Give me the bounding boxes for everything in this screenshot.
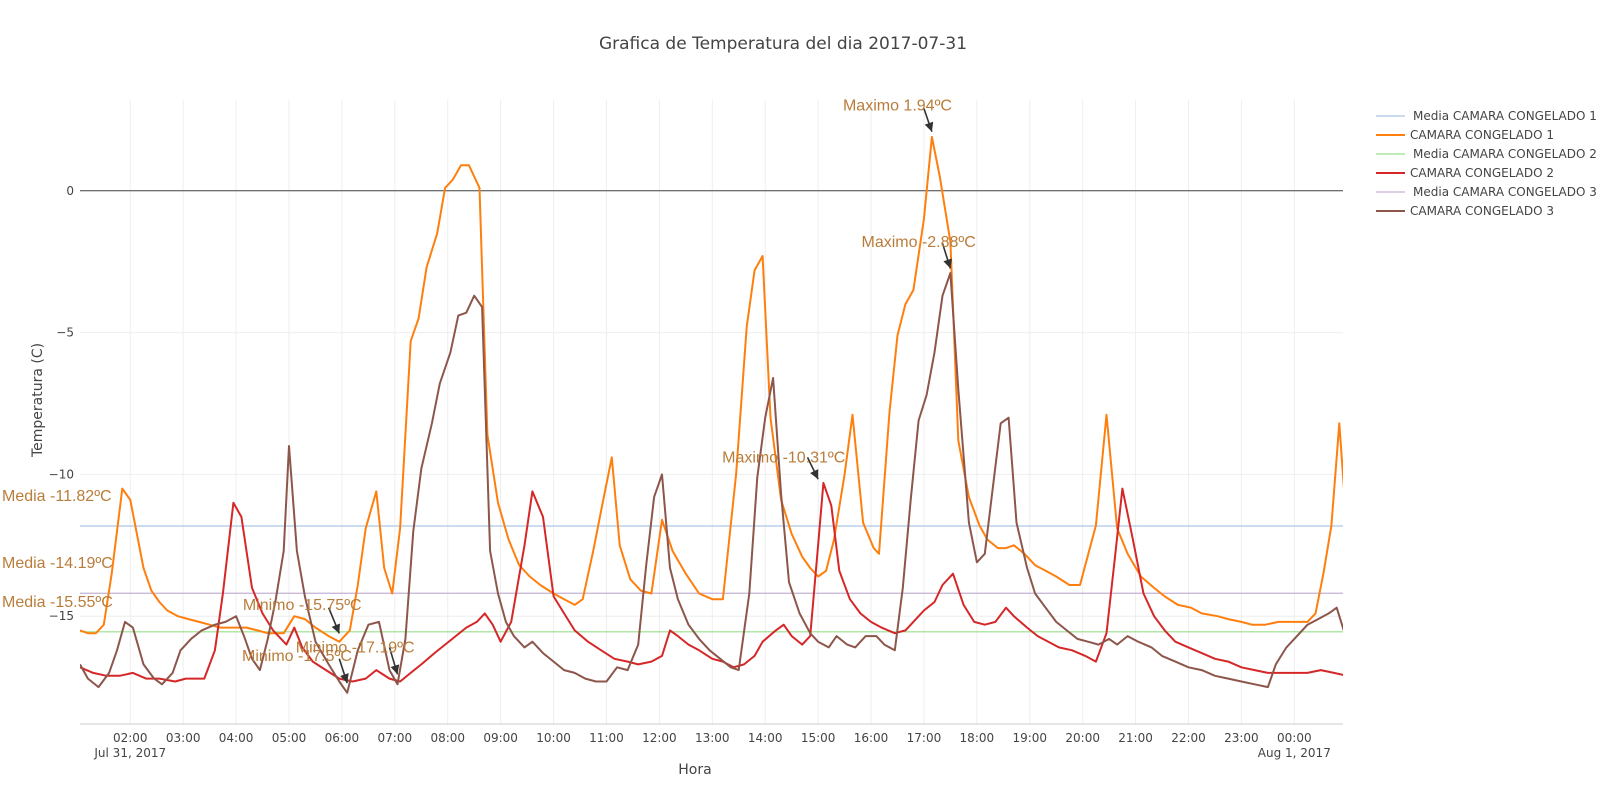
x-tick-label: 19:00: [1012, 731, 1047, 745]
x-tick-label: 08:00: [430, 731, 465, 745]
legend-item[interactable]: CAMARA CONGELADO 2: [1376, 166, 1554, 180]
y-tick-label: 0: [66, 184, 74, 198]
x-tick-label: 09:00: [483, 731, 518, 745]
y-axis-title: Temperatura (C): [30, 343, 46, 458]
x-tick-label: 22:00: [1171, 731, 1206, 745]
x-tick-label: 04:00: [219, 731, 254, 745]
annotation-label: Minimo -15.75ºC: [243, 597, 362, 614]
x-tick-label: 23:00: [1224, 731, 1259, 745]
legend-item[interactable]: Media CAMARA CONGELADO 1: [1376, 109, 1597, 123]
legend-item[interactable]: Media CAMARA CONGELADO 3: [1376, 185, 1597, 199]
y-tick-label: −10: [49, 467, 74, 481]
legend-label: Media CAMARA CONGELADO 1: [1413, 109, 1597, 123]
x-axis: 02:00 03:00 04:00 05:00 06:00 07:00 08:00 09:00…: [80, 723, 1343, 760]
x-tick-label: 21:00: [1118, 731, 1153, 745]
legend-label: Media CAMARA CONGELADO 2: [1413, 147, 1597, 161]
annotation-arrowhead: [810, 469, 819, 480]
x-tick-label: 05:00: [272, 731, 307, 745]
legend-item[interactable]: Media CAMARA CONGELADO 2: [1376, 147, 1597, 161]
x-tick-label: 13:00: [695, 731, 730, 745]
legend-item[interactable]: CAMARA CONGELADO 1: [1376, 128, 1554, 142]
x-tick-label: 18:00: [960, 731, 995, 745]
annotation-label: Maximo 1.94ºC: [843, 98, 952, 115]
x-tick-label: 06:00: [325, 731, 360, 745]
legend-item[interactable]: CAMARA CONGELADO 3: [1376, 204, 1554, 218]
annotation-arrowhead: [924, 121, 934, 132]
x-tick-label: 03:00: [166, 731, 201, 745]
legend-label: CAMARA CONGELADO 3: [1410, 204, 1554, 218]
y-tick-label: −5: [56, 326, 74, 340]
x-tick-label: 11:00: [589, 731, 624, 745]
legend-label: CAMARA CONGELADO 2: [1410, 166, 1554, 180]
x-date-label: Jul 31, 2017: [93, 746, 166, 760]
x-axis-title: Hora: [678, 762, 711, 778]
annotation-arrowhead: [340, 673, 349, 684]
x-tick-label: 14:00: [748, 731, 783, 745]
x-tick-label: 15:00: [801, 731, 836, 745]
series-lines: [80, 135, 1343, 694]
annotation-arrowhead: [390, 664, 400, 675]
series-line: [80, 272, 1343, 694]
annotation-label: Minimo -17.19ºC: [296, 639, 415, 656]
x-tick-label: 16:00: [854, 731, 889, 745]
legend[interactable]: Media CAMARA CONGELADO 1 CAMARA CONGELADO…: [1376, 109, 1597, 218]
chart-title: Grafica de Temperatura del dia 2017-07-3…: [599, 34, 967, 54]
x-tick-label: 17:00: [907, 731, 942, 745]
legend-label: Media CAMARA CONGELADO 3: [1413, 185, 1597, 199]
media-label: Media -14.19ºC: [2, 555, 113, 572]
annotation-label: Maximo -10.31ºC: [722, 449, 845, 466]
y-tick-label: −15: [49, 609, 74, 623]
annotation-arrowhead: [331, 623, 341, 634]
media-label: Media -11.82ºC: [2, 488, 112, 505]
x-date-label: Aug 1, 2017: [1258, 746, 1331, 760]
grid-layer: [80, 100, 1343, 724]
x-tick-label: 07:00: [378, 731, 413, 745]
series-line: [80, 135, 1343, 643]
media-label: Media -15.55ºC: [2, 594, 113, 611]
legend-label: CAMARA CONGELADO 1: [1410, 128, 1554, 142]
x-tick-label: 10:00: [536, 731, 571, 745]
x-tick-label: 20:00: [1065, 731, 1100, 745]
x-tick-label: 12:00: [642, 731, 677, 745]
y-axis: 0 −5 −10 −15: [49, 184, 74, 623]
x-tick-label: 02:00: [113, 731, 148, 745]
annotation-label: Maximo -2.88ºC: [861, 234, 975, 251]
annotations: Maximo 1.94ºC Maximo -2.88ºC Maximo -10.31…: [2, 98, 976, 684]
annotation-arrowhead: [943, 258, 952, 269]
x-tick-label: 00:00: [1277, 731, 1312, 745]
annotation-label: Minimo -17.5ºC: [242, 648, 352, 665]
media-lines: [80, 525, 1343, 633]
